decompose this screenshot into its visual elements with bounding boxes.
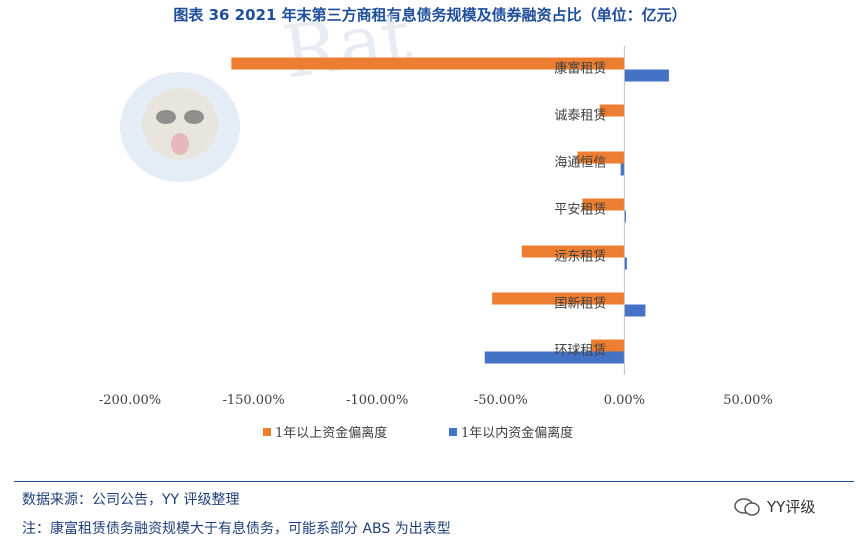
legend-swatch [449, 428, 457, 436]
footnote: 注：康富租赁债务融资规模大于有息债务，可能系部分 ABS 为出表型 [22, 518, 451, 538]
legend-swatch [263, 428, 271, 436]
bar-within-1y [624, 305, 645, 317]
category-label: 海通恒信 [554, 156, 606, 171]
wechat-icon [733, 497, 761, 517]
category-label: 诚泰租赁 [554, 109, 606, 124]
brand-name: YY评级 [767, 496, 815, 517]
legend-label: 1年以内资金偏离度 [461, 425, 573, 441]
category-label: 康富租赁 [554, 61, 606, 77]
legend-label: 1年以上资金偏离度 [275, 425, 387, 441]
x-tick-label: -150.00% [222, 393, 284, 408]
x-tick-label: 50.00% [723, 393, 773, 408]
bar-within-1y [621, 164, 625, 176]
bar-within-1y [624, 70, 668, 82]
x-tick-label: -100.00% [346, 393, 408, 408]
brand-badge: YY评级 [733, 496, 815, 517]
x-tick-label: 0.00% [604, 393, 645, 408]
bar-chart: -200.00% -150.00% -100.00% -50.00% 0.00% 50.0… [0, 0, 860, 480]
legend: 1年以上资金偏离度 1年以内资金偏离度 [263, 425, 573, 441]
category-label: 平安租赁 [554, 203, 606, 218]
category-label: 国新租赁 [554, 296, 606, 312]
source-note: 数据来源：公司公告，YY 评级整理 [22, 489, 240, 509]
divider-line [14, 481, 854, 482]
x-tick-label: -50.00% [474, 393, 528, 408]
category-label: 远东租赁 [554, 250, 606, 265]
x-axis: -200.00% -150.00% -100.00% -50.00% 0.00% 50.0… [99, 393, 773, 408]
x-tick-label: -200.00% [99, 393, 161, 408]
category-label: 环球租赁 [554, 344, 606, 359]
